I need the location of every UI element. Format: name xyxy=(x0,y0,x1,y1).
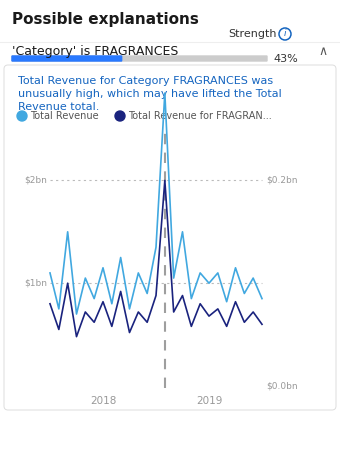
Text: ∧: ∧ xyxy=(318,45,327,58)
Text: $2bn: $2bn xyxy=(24,176,47,185)
Text: unusually high, which may have lifted the Total: unusually high, which may have lifted th… xyxy=(18,89,282,99)
Circle shape xyxy=(17,111,27,121)
Text: Strength: Strength xyxy=(228,29,276,39)
FancyBboxPatch shape xyxy=(4,65,336,410)
FancyBboxPatch shape xyxy=(12,56,267,61)
Text: i: i xyxy=(284,29,286,38)
Text: Total Revenue for Category FRAGRANCES was: Total Revenue for Category FRAGRANCES wa… xyxy=(18,76,273,86)
FancyBboxPatch shape xyxy=(12,56,122,61)
Text: Revenue total.: Revenue total. xyxy=(18,102,99,112)
Text: Total Revenue for FRAGRAN...: Total Revenue for FRAGRAN... xyxy=(128,111,272,121)
Text: 'Category' is FRAGRANCES: 'Category' is FRAGRANCES xyxy=(12,45,178,58)
Text: 2018: 2018 xyxy=(90,396,116,406)
Text: $0.2bn: $0.2bn xyxy=(266,176,298,185)
Text: Possible explanations: Possible explanations xyxy=(12,12,199,27)
Text: 43%: 43% xyxy=(273,54,298,64)
Circle shape xyxy=(115,111,125,121)
Text: $0.0bn: $0.0bn xyxy=(266,381,298,390)
Text: Total Revenue: Total Revenue xyxy=(30,111,99,121)
Text: 2019: 2019 xyxy=(196,396,222,406)
Text: $1bn: $1bn xyxy=(24,279,47,288)
